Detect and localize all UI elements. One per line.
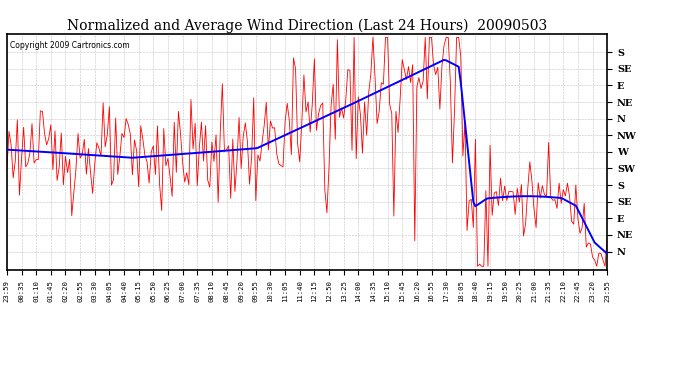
- Title: Normalized and Average Wind Direction (Last 24 Hours)  20090503: Normalized and Average Wind Direction (L…: [67, 18, 547, 33]
- Text: Copyright 2009 Cartronics.com: Copyright 2009 Cartronics.com: [10, 41, 130, 50]
